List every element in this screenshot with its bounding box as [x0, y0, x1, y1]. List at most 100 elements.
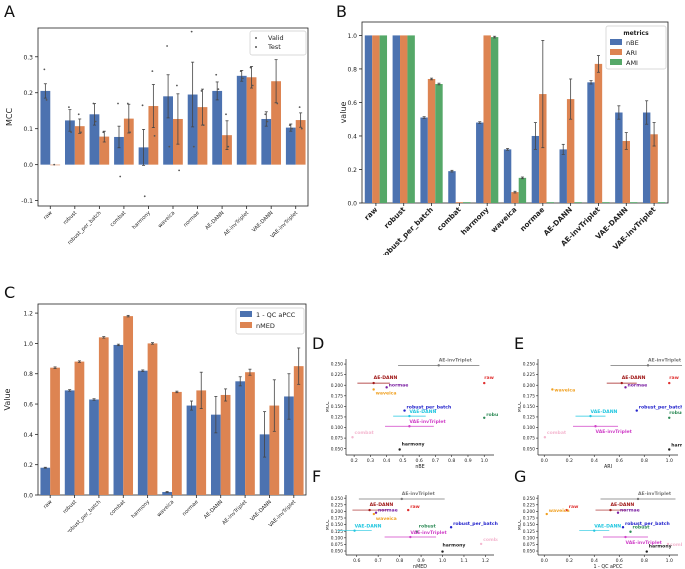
data-point — [276, 102, 279, 105]
bar-valid-waveica — [163, 96, 173, 165]
legend-label-nmed: nMED — [256, 322, 275, 330]
x-tick-label: 0.9 — [464, 458, 471, 464]
point-label-ae-dann: AE-DANN — [611, 502, 635, 508]
x-axis-label: nMED — [413, 564, 427, 569]
point-normae — [616, 511, 620, 514]
point-raw — [483, 381, 486, 385]
point-robust — [629, 530, 632, 533]
point-combat — [543, 436, 547, 439]
x-tick-label: 0.8 — [396, 558, 403, 564]
bar-valid-vae-dann — [261, 118, 272, 165]
y-tick-label: 0.175 — [331, 516, 344, 522]
bar-valid-raw — [40, 90, 51, 165]
y-tick-label: 0.150 — [331, 404, 344, 410]
point-harmony — [668, 448, 671, 451]
bar-nbe-combat — [448, 171, 456, 203]
point-label-robust-per-batch: robust_per_batch — [407, 405, 452, 411]
bar-nmed-robust — [74, 361, 85, 495]
y-axis-label: MCC — [518, 519, 523, 530]
y-tick-label: 0.200 — [331, 383, 344, 389]
x-tick-label-normae: normae — [518, 205, 546, 233]
y-axis-label: Value — [3, 388, 12, 410]
point-normae — [385, 386, 388, 389]
point-label-ae-dann: AE-DANN — [622, 375, 646, 381]
point-robust — [668, 416, 671, 419]
x-tick-label: 0.6 — [616, 458, 623, 464]
y-tick-label: 0.175 — [523, 393, 536, 399]
data-point — [217, 88, 220, 91]
legend-label-test: Test — [267, 43, 281, 51]
legend-title: metrics — [623, 30, 649, 37]
x-tick-label: 1.0 — [666, 558, 673, 564]
y-tick-label: 0.4 — [23, 432, 33, 439]
point-label-ae-dann: AE-DANN — [374, 375, 398, 381]
y-tick-label: 0.050 — [331, 549, 344, 555]
point-label-combat: combat — [670, 542, 682, 548]
y-tick-label: 0.050 — [331, 446, 344, 452]
chart-g-apcc-scatter: 0.0500.0750.1000.1250.1500.1750.2000.225… — [518, 491, 682, 569]
point-label-raw: raw — [484, 375, 494, 381]
bar-test-robust-per-batch — [99, 136, 110, 165]
bar-ari-vae-dann — [622, 140, 630, 203]
data-point — [168, 145, 171, 148]
y-tick-label: 0.2 — [23, 462, 33, 469]
y-tick-label: 0.200 — [523, 383, 536, 389]
point-label-robust: robust — [486, 412, 498, 418]
y-tick-label: 0.125 — [331, 415, 344, 421]
data-point — [129, 131, 131, 134]
bar-nmed-waveica — [172, 391, 182, 495]
bar-nmed-vae-invtriplet — [293, 366, 304, 495]
bar-ami-vae-invtriplet — [657, 202, 666, 203]
bar-test-harmony — [148, 106, 159, 165]
data-point — [215, 73, 218, 76]
point-label-waveica: waveica — [376, 390, 397, 396]
y-tick-label: 0.250 — [523, 362, 536, 368]
point-label-raw: raw — [569, 504, 579, 510]
point-label-harmony: harmony — [671, 443, 682, 449]
point-label-raw: raw — [669, 375, 679, 381]
x-tick-label-ae-dann: AE-DANN — [204, 210, 225, 231]
data-point — [68, 106, 70, 109]
bar-1-qc-apcc-vae-dann — [259, 434, 270, 495]
y-tick-label: 0.150 — [331, 522, 344, 528]
bar-ari-combat — [455, 202, 464, 203]
data-point — [80, 131, 82, 134]
bar-test-normae — [197, 107, 208, 165]
x-tick-label: 1.1 — [460, 558, 467, 564]
x-tick-label-robust: robust — [382, 205, 407, 230]
legend-label-valid: Valid — [268, 34, 284, 42]
point-label-vae-invtriplet: VAE-invTriplet — [410, 530, 447, 536]
x-tick-label-waveica: waveica — [156, 499, 175, 518]
bar-nmed-robust-per-batch — [98, 337, 109, 495]
y-tick-label: 1.2 — [23, 311, 33, 318]
data-point — [102, 131, 105, 134]
bar-valid-combat — [114, 136, 124, 165]
x-tick-label-raw: raw — [43, 210, 55, 222]
bar-1-qc-apcc-robust — [64, 390, 75, 495]
point-label-combat: combat — [547, 430, 567, 436]
point-label-robust: robust — [633, 525, 651, 531]
panel-label-g: G — [514, 467, 526, 486]
point-raw — [668, 381, 671, 385]
point-label-robust-per-batch: robust_per_batch — [453, 521, 498, 527]
point-robust-per-batch — [449, 526, 453, 529]
y-tick-label: 0.225 — [523, 372, 536, 378]
bar-valid-vae-invtriplet — [285, 127, 296, 165]
y-tick-label: -0.1 — [21, 198, 33, 205]
point-robust-per-batch — [403, 409, 406, 412]
y-tick-label: 0.0 — [23, 493, 33, 500]
data-point — [200, 90, 203, 92]
data-point — [176, 84, 178, 87]
x-tick-label-raw: raw — [362, 205, 379, 222]
y-tick-label: 0.050 — [523, 446, 536, 452]
point-label-vae-invtriplet: VAE-invTriplet — [409, 419, 446, 425]
y-tick-label: 0.3 — [23, 54, 33, 61]
point-label-ae-dann: AE-DANN — [370, 502, 394, 508]
bar-nbe-robust — [392, 35, 401, 203]
chart-f-nmed-scatter: 0.0500.0750.1000.1250.1500.1750.2000.225… — [326, 491, 498, 569]
data-point — [77, 113, 80, 116]
bar-1-qc-apcc-combat — [113, 344, 124, 495]
y-tick-label: 0.125 — [523, 529, 536, 535]
